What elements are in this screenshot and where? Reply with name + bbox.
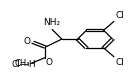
Text: Cl: Cl [115,11,124,20]
Text: O: O [24,37,31,46]
Text: Cl: Cl [115,58,124,67]
Text: CH₃: CH₃ [14,59,30,68]
Text: NH₂: NH₂ [43,18,60,27]
Text: Cl—H: Cl—H [12,60,36,69]
Text: O: O [46,58,53,67]
